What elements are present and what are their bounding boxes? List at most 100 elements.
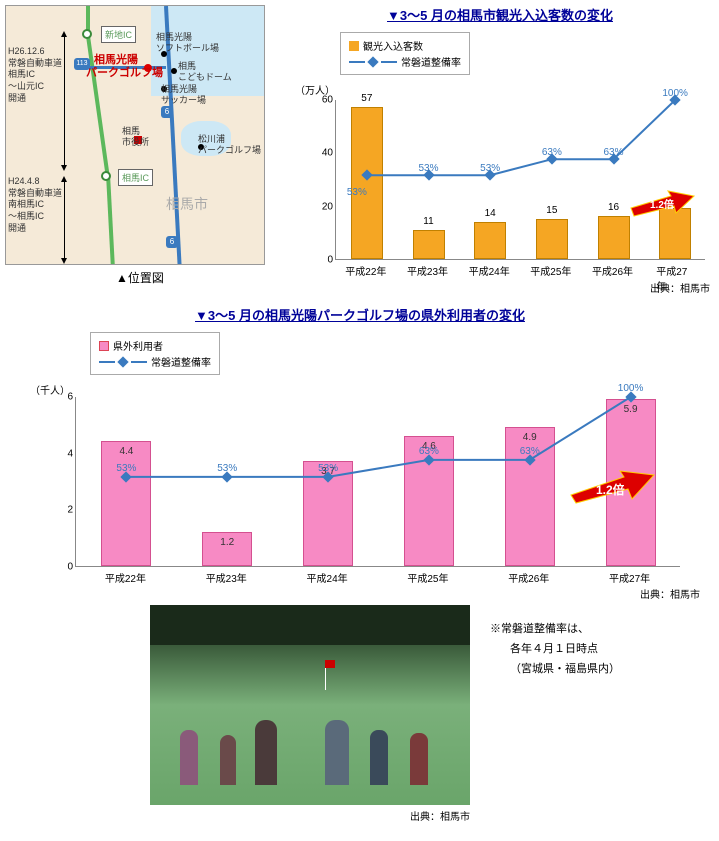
spot-softball: 相馬光陽 ソフトボール場 — [156, 32, 219, 54]
bar — [413, 230, 445, 259]
val-label: 11 — [423, 216, 433, 227]
soma-city-label: 相馬市 — [166, 194, 208, 214]
note-l1: ※常磐道整備率は、 — [490, 620, 700, 640]
svg-text:1.2倍: 1.2倍 — [650, 198, 674, 211]
pct-label: 53% — [217, 463, 237, 474]
x-label: 平成23年 — [407, 263, 448, 278]
legend-bar-label2: 県外利用者 — [113, 338, 163, 353]
pct-label: 63% — [603, 147, 623, 158]
n2l5: 開通 — [8, 223, 62, 235]
location-map: 6 6 113 新地IC 相馬IC 相馬光陽 パークゴルフ場 相馬光陽 ソフトボ… — [5, 5, 275, 290]
spot-soccer: 相馬光陽 サッカー場 — [161, 84, 206, 106]
chart2-plot: 0 2 4 6 4.41.23.74.64.95.9 53%53%53%63%6… — [75, 397, 680, 567]
person — [325, 720, 349, 785]
chart2-yunit: （千人） — [30, 382, 70, 397]
map-note2: H24.4.8 常磐自動車道 南相馬IC ～相馬IC 開通 — [8, 176, 62, 234]
photo-area: 相馬光陽パークゴルフ場 出典：相馬市 — [150, 605, 470, 820]
golf-users-chart: ▼3～5 月の相馬光陽パークゴルフ場の県外利用者の変化 県外利用者 常磐道整備率… — [20, 305, 700, 595]
pct-label: 100% — [618, 383, 644, 394]
line-swatch — [349, 61, 365, 63]
route-shield-6: 6 — [161, 106, 173, 118]
person — [180, 730, 198, 785]
note-l3: （宮城県・福島県内） — [490, 660, 700, 680]
n1l1: H26.12.6 — [8, 46, 62, 58]
legend-line-label2: 常磐道整備率 — [151, 354, 211, 369]
note-l2: 各年４月１日時点 — [490, 640, 700, 660]
ic-label-soma: 相馬IC — [118, 169, 153, 186]
x-label: 平成26年 — [592, 263, 633, 278]
x-label: 平成26年 — [508, 570, 549, 585]
flag-icon — [325, 660, 326, 690]
chart1-source: 出典：相馬市 — [290, 280, 710, 295]
x-label: 平成27年 — [609, 570, 650, 585]
orange-swatch — [349, 41, 359, 51]
c2y4: 4 — [67, 448, 76, 459]
person — [255, 720, 277, 785]
golf-photo: 相馬光陽パークゴルフ場 — [150, 605, 470, 805]
legend-bar-label: 観光入込客数 — [363, 38, 423, 53]
x-label: 平成24年 — [469, 263, 510, 278]
chart2-title: ▼3～5 月の相馬光陽パークゴルフ場の県外利用者の変化 — [20, 305, 700, 324]
pct-label: 53% — [480, 163, 500, 174]
arrow-segment1 — [64, 36, 65, 166]
map-caption: ▲位置図 — [5, 269, 275, 286]
val-label: 4.9 — [523, 432, 537, 443]
chart1-title: ▼3～5 月の相馬市観光入込客数の変化 — [290, 5, 710, 24]
arrow-segment2 — [64, 181, 65, 259]
spot-park: 松川浦 パークゴルフ場 — [198, 134, 261, 156]
val-label: 14 — [485, 208, 496, 219]
ic-circle — [82, 29, 92, 39]
n2l2: 常磐自動車道 — [8, 188, 62, 200]
map-note1: H26.12.6 常磐自動車道 相馬IC ～山元IC 開通 — [8, 46, 62, 104]
diamond-icon — [117, 356, 128, 367]
person — [410, 733, 428, 785]
photo-source: 出典：相馬市 — [150, 808, 470, 823]
red-arrow: 1.2倍 — [626, 188, 696, 218]
x-label: 平成22年 — [105, 570, 146, 585]
val-label: 4.4 — [119, 446, 133, 457]
x-label: 平成24年 — [307, 570, 348, 585]
y40: 40 — [322, 148, 336, 159]
bar — [536, 219, 568, 259]
pct-label: 53% — [347, 187, 367, 198]
route-shield-6b: 6 — [166, 236, 178, 248]
n1l3: 相馬IC — [8, 69, 62, 81]
footnote: ※常磐道整備率は、 各年４月１日時点 （宮城県・福島県内） — [490, 620, 700, 679]
n1l2: 常磐自動車道 — [8, 58, 62, 70]
bar — [598, 216, 630, 259]
chart2-legend: 県外利用者 常磐道整備率 — [90, 332, 220, 375]
n1l4: ～山元IC — [8, 81, 62, 93]
bar — [474, 222, 506, 259]
pct-label: 100% — [662, 88, 688, 99]
spot-point — [171, 68, 177, 74]
x-label: 平成25年 — [530, 263, 571, 278]
bar — [351, 107, 383, 259]
pct-label: 63% — [542, 147, 562, 158]
tree-line — [150, 605, 470, 645]
tourist-chart: ▼3～5 月の相馬市観光入込客数の変化 観光入込客数 常磐道整備率 （万人） 0… — [290, 5, 710, 300]
val-label: 5.9 — [624, 404, 638, 415]
bar — [101, 441, 151, 566]
val-label: 1.2 — [220, 537, 234, 548]
map-canvas: 6 6 113 新地IC 相馬IC 相馬光陽 パークゴルフ場 相馬光陽 ソフトボ… — [5, 5, 265, 265]
person — [220, 735, 236, 785]
line-swatch — [381, 61, 397, 63]
x-label: 平成27年 — [656, 263, 692, 293]
pct-label: 53% — [418, 163, 438, 174]
chart1-line-svg — [336, 100, 706, 260]
ic-label-shinchi: 新地IC — [101, 26, 136, 43]
pct-label: 63% — [520, 446, 540, 457]
c2y6: 6 — [67, 392, 76, 403]
line-swatch — [131, 361, 147, 363]
x-label: 平成25年 — [407, 570, 448, 585]
legend-line-label: 常磐道整備率 — [401, 54, 461, 69]
n1l5: 開通 — [8, 93, 62, 105]
line-swatch — [99, 361, 115, 363]
x-label: 平成23年 — [206, 570, 247, 585]
golf-name-2: パークゴルフ場 — [86, 64, 163, 80]
chart1-legend: 観光入込客数 常磐道整備率 — [340, 32, 470, 75]
val-label: 15 — [546, 205, 557, 216]
n2l1: H24.4.8 — [8, 176, 62, 188]
c2y2: 2 — [67, 505, 76, 516]
n2l3: 南相馬IC — [8, 199, 62, 211]
